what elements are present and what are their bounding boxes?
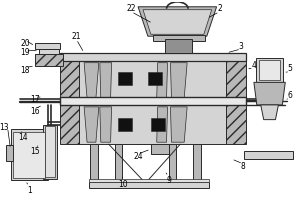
Text: 19: 19	[20, 48, 30, 57]
Bar	[151, 144, 169, 154]
Bar	[153, 35, 205, 41]
Polygon shape	[84, 63, 99, 98]
Polygon shape	[100, 63, 112, 98]
Polygon shape	[138, 7, 217, 36]
Text: 22: 22	[127, 4, 136, 13]
Text: 9: 9	[166, 176, 171, 185]
Bar	[259, 60, 280, 80]
Bar	[118, 72, 132, 85]
Bar	[35, 43, 60, 49]
Polygon shape	[226, 61, 246, 144]
Text: 3: 3	[239, 42, 244, 51]
Text: 4: 4	[251, 61, 256, 70]
Bar	[244, 151, 293, 159]
Bar	[39, 49, 58, 54]
Text: 1: 1	[27, 186, 32, 195]
Text: 20: 20	[20, 39, 30, 48]
Bar	[89, 179, 209, 182]
Bar	[43, 125, 57, 179]
Bar	[11, 129, 48, 180]
Bar	[148, 72, 162, 85]
Text: 2: 2	[217, 4, 222, 13]
Text: 21: 21	[71, 32, 81, 41]
Polygon shape	[157, 63, 167, 98]
Text: 13: 13	[0, 123, 8, 132]
Text: 10: 10	[118, 180, 128, 189]
Polygon shape	[261, 105, 278, 120]
Polygon shape	[84, 107, 99, 142]
Text: 18: 18	[20, 66, 30, 75]
Polygon shape	[143, 10, 212, 34]
Polygon shape	[100, 107, 112, 142]
Text: 16: 16	[30, 107, 40, 116]
Polygon shape	[170, 63, 187, 98]
Polygon shape	[170, 107, 187, 142]
Text: 5: 5	[288, 64, 292, 73]
Text: 6: 6	[288, 91, 292, 100]
Polygon shape	[157, 107, 167, 142]
Text: 14: 14	[19, 133, 28, 142]
Polygon shape	[254, 82, 285, 105]
Bar	[256, 58, 283, 82]
Text: 24: 24	[133, 152, 143, 161]
Text: 17: 17	[30, 96, 40, 104]
Bar	[151, 118, 165, 131]
Bar	[165, 39, 192, 53]
Bar	[6, 145, 14, 161]
Bar	[60, 97, 246, 105]
Bar	[118, 118, 132, 131]
Bar	[89, 182, 209, 188]
Bar	[14, 132, 45, 178]
Bar	[35, 54, 62, 66]
Text: 8: 8	[241, 162, 245, 171]
Bar	[45, 126, 55, 177]
Text: 15: 15	[30, 147, 40, 156]
Bar	[115, 144, 122, 188]
Bar	[169, 144, 176, 188]
Bar	[60, 53, 246, 61]
Polygon shape	[60, 61, 79, 144]
Bar	[90, 144, 98, 188]
Bar	[79, 61, 226, 100]
Bar	[193, 144, 201, 188]
Bar	[79, 105, 226, 144]
